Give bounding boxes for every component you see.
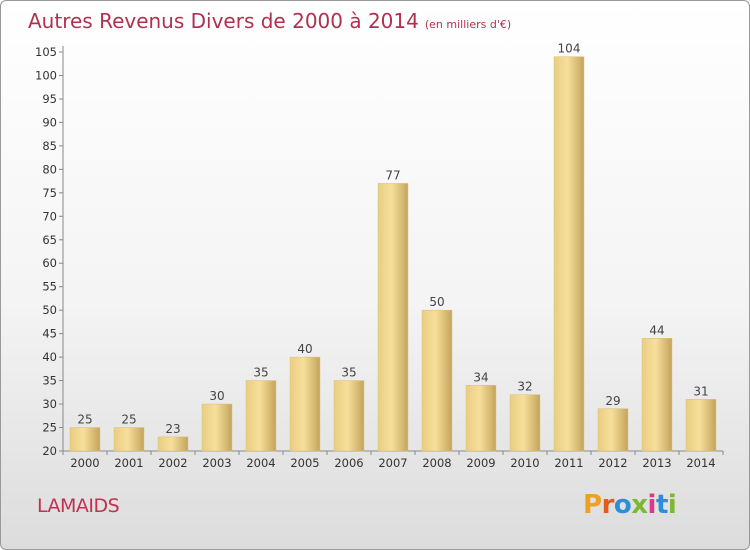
commune-name: LAMAIDS [37,495,120,517]
x-tick-label-2014: 2014 [686,456,715,470]
x-tick-label-2001: 2001 [114,456,143,470]
chart-title-main: Autres Revenus Divers de 2000 à 2014 [28,9,419,33]
bar-2011 [553,56,585,452]
y-tick-label: 70 [42,209,57,223]
logo-letter: i [647,490,657,520]
chart-bars [69,56,717,452]
x-tick-label-2013: 2013 [642,456,671,470]
x-tick-label-2012: 2012 [598,456,627,470]
x-tick-label-2003: 2003 [202,456,231,470]
bar-2008 [421,309,453,452]
chart-title: Autres Revenus Divers de 2000 à 2014 (en … [28,9,511,33]
bar-2012 [597,408,629,452]
value-label-2006: 35 [341,366,356,380]
x-tick-label-2004: 2004 [246,456,275,470]
value-label-2011: 104 [558,42,581,56]
y-tick-label: 25 [42,421,57,435]
proxiti-logo: Proxiti [583,490,677,520]
x-tick-label-2010: 2010 [510,456,539,470]
y-tick-label: 100 [35,68,57,82]
bar-2003 [201,403,233,452]
y-tick-label: 80 [42,162,57,176]
y-tick-label: 55 [42,280,57,294]
value-label-2009: 34 [473,370,488,384]
value-label-2002: 23 [165,422,180,436]
x-tick-label-2006: 2006 [334,456,363,470]
value-label-2008: 50 [429,295,444,309]
x-axis-tick-labels: 2000 2001 2002 2003 2004 2005 2006 2007 2008 2009… [70,456,715,470]
bar-2001 [113,427,145,452]
y-tick-label: 90 [42,115,57,129]
x-tick-label-2011: 2011 [554,456,583,470]
y-tick-label: 20 [42,444,57,458]
x-tick-label-2000: 2000 [70,456,99,470]
x-tick-label-2007: 2007 [378,456,407,470]
y-tick-label: 35 [42,374,57,388]
value-label-2012: 29 [605,394,620,408]
bar-2014 [685,399,717,452]
y-tick-label: 60 [42,256,57,270]
logo-letter: i [667,490,677,520]
y-tick-label: 45 [42,327,57,341]
logo-letter: t [655,490,668,520]
bar-2007 [377,183,409,452]
y-tick-label: 30 [42,397,57,411]
value-label-2014: 31 [693,384,708,398]
logo-letter: o [613,490,632,520]
value-label-2010: 32 [517,380,532,394]
y-tick-label: 40 [42,350,57,364]
logo-letter: r [601,490,615,520]
logo-letter: P [583,490,602,520]
bar-2006 [333,380,365,452]
value-label-2001: 25 [121,413,136,427]
y-axis-tick-labels: 20 25 30 35 40 45 50 55 60 65 70 75 80 85 90 95 100 105 [35,45,57,458]
y-tick-label: 105 [35,45,57,59]
value-label-2007: 77 [385,168,400,182]
y-tick-label: 95 [42,92,57,106]
value-label-2005: 40 [297,342,312,356]
value-label-2004: 35 [253,366,268,380]
y-tick-label: 50 [42,303,57,317]
value-label-2003: 30 [209,389,224,403]
bar-2005 [289,356,321,452]
bar-2002 [157,436,189,452]
value-label-2000: 25 [77,413,92,427]
x-tick-label-2002: 2002 [158,456,187,470]
x-tick-label-2009: 2009 [466,456,495,470]
chart-title-unit: (en milliers d'€) [424,18,512,31]
bar-2004 [245,380,277,452]
bar-value-labels: 25 25 23 30 35 40 35 77 50 34 32 104 29 44 31 [77,42,708,436]
value-label-2013: 44 [649,323,664,337]
bar-2000 [69,427,101,452]
logo-letter: x [631,490,648,520]
y-tick-label: 85 [42,139,57,153]
y-tick-label: 75 [42,186,57,200]
bar-2010 [509,394,541,452]
bar-2009 [465,385,497,452]
x-tick-label-2008: 2008 [422,456,451,470]
x-tick-label-2005: 2005 [290,456,319,470]
bar-2013 [641,338,673,452]
y-tick-label: 65 [42,233,57,247]
